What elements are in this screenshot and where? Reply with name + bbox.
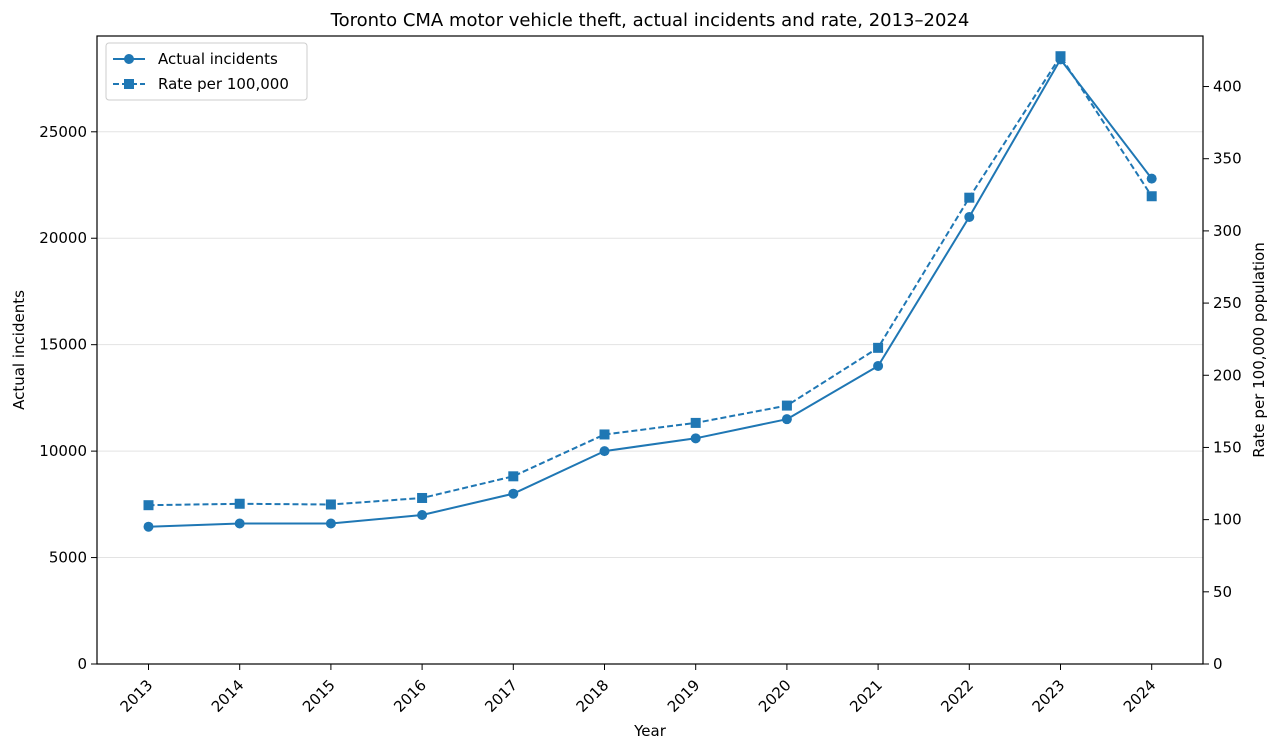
y-right-tick-label: 50 — [1213, 583, 1232, 601]
y-left-tick-label: 25000 — [39, 123, 87, 141]
legend: Actual incidents Rate per 100,000 — [105, 42, 308, 101]
y-left-tick-label: 10000 — [39, 442, 87, 460]
data-point-square — [599, 429, 610, 440]
x-tick-label: 2021 — [846, 676, 886, 716]
y-left-tick-label: 15000 — [39, 336, 87, 354]
data-point-square — [873, 342, 884, 353]
x-axis-title: Year — [633, 722, 667, 740]
y-axis-right-title: Rate per 100,000 population — [1250, 242, 1268, 457]
data-point-circle — [1146, 173, 1157, 184]
data-point-circle — [143, 521, 154, 532]
gridlines — [97, 131, 1203, 559]
y-left-tick-label: 5000 — [49, 549, 87, 567]
y-right-tick-label: 150 — [1213, 438, 1242, 456]
x-tick-label: 2020 — [755, 676, 795, 716]
data-point-square — [325, 499, 336, 510]
data-point-circle — [781, 414, 792, 425]
series-line-1 — [148, 55, 1153, 507]
legend-circle-marker — [124, 54, 134, 64]
legend-square-marker — [124, 79, 134, 89]
y-right-tick-label: 100 — [1213, 511, 1242, 529]
data-point-square — [964, 192, 975, 203]
y-right-tick-label: 200 — [1213, 366, 1242, 384]
y-right-tick-label: 250 — [1213, 294, 1242, 312]
x-tick-label: 2019 — [664, 676, 704, 716]
legend-label-rate: Rate per 100,000 — [158, 75, 289, 93]
data-point-square — [1055, 51, 1066, 62]
y-axis-left: 0 5000 10000 15000 20000 25000 — [39, 123, 97, 673]
data-point-circle — [873, 360, 884, 371]
y-right-tick-label: 400 — [1213, 78, 1242, 96]
data-point-circle — [325, 518, 336, 529]
plot-frame — [96, 35, 1204, 665]
data-point-circle — [508, 488, 519, 499]
data-point-square — [1146, 191, 1157, 202]
x-tick-label: 2024 — [1120, 676, 1160, 716]
y-left-tick-label: 0 — [77, 655, 87, 673]
y-right-tick-label: 0 — [1213, 655, 1223, 673]
chart-title: Toronto CMA motor vehicle theft, actual … — [330, 10, 970, 31]
legend-label-actual-incidents: Actual incidents — [158, 50, 278, 68]
data-point-square — [690, 417, 701, 428]
data-point-square — [781, 400, 792, 411]
x-tick-label: 2023 — [1029, 676, 1069, 716]
data-point-square — [417, 492, 428, 503]
data-point-circle — [599, 446, 610, 457]
series-line-0 — [148, 58, 1153, 528]
series-layer — [143, 51, 1157, 532]
y-right-tick-label: 350 — [1213, 150, 1242, 168]
data-point-circle — [417, 509, 428, 520]
x-tick-label: 2017 — [481, 676, 521, 716]
y-axis-left-title: Actual incidents — [10, 290, 28, 410]
legend-entry-rate: Rate per 100,000 — [113, 75, 289, 93]
y-right-tick-label: 300 — [1213, 222, 1242, 240]
data-point-circle — [964, 211, 975, 222]
legend-box — [105, 42, 308, 101]
x-tick-label: 2013 — [117, 676, 157, 716]
y-left-tick-label: 20000 — [39, 229, 87, 247]
data-point-circle — [234, 518, 245, 529]
legend-entry-actual-incidents: Actual incidents — [113, 50, 278, 68]
x-tick-label: 2015 — [299, 676, 339, 716]
y-axis-right: 0 50 100 150 200 250 300 350 400 — [1203, 78, 1242, 673]
x-tick-label: 2022 — [937, 676, 977, 716]
x-tick-label: 2018 — [573, 676, 613, 716]
data-point-square — [508, 471, 519, 482]
data-point-square — [143, 500, 154, 511]
x-axis: 2013 2014 2015 2016 2017 2018 2019 2020 2021 2022… — [117, 664, 1160, 716]
x-tick-label: 2016 — [390, 676, 430, 716]
data-point-square — [234, 498, 245, 509]
data-point-circle — [690, 433, 701, 444]
x-tick-label: 2014 — [208, 676, 248, 716]
